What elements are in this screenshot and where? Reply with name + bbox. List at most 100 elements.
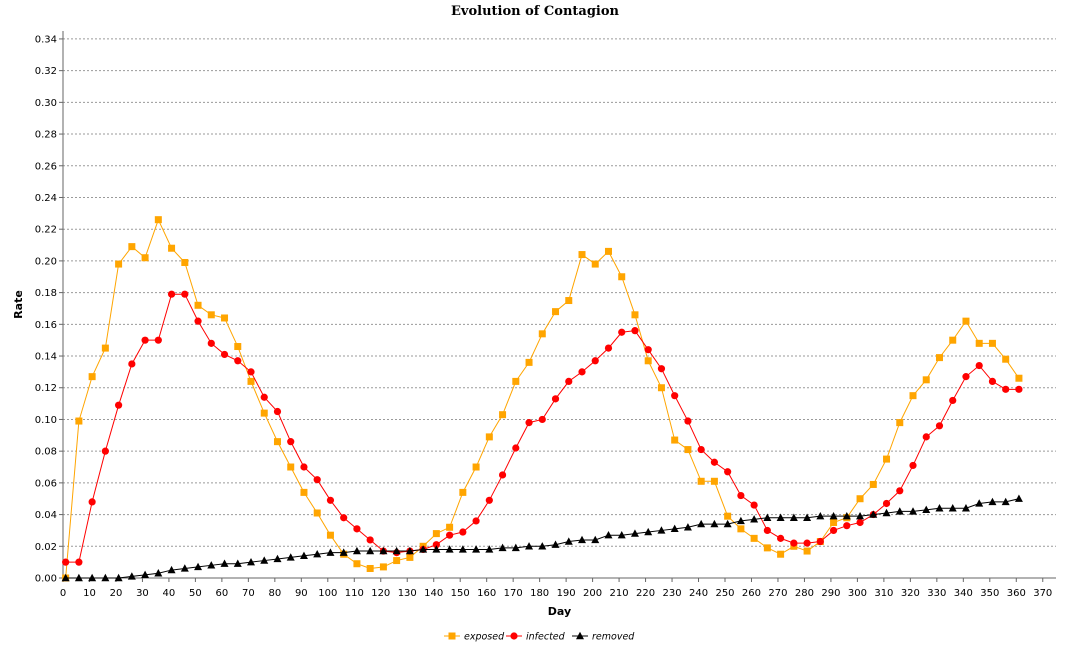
data-point-removed <box>988 497 997 506</box>
x-tick-label: 320 <box>901 588 920 599</box>
data-point-infected <box>220 350 229 359</box>
data-point-removed <box>167 565 176 574</box>
data-point-exposed <box>869 480 877 488</box>
data-point-infected <box>975 361 983 370</box>
data-point-removed <box>816 511 825 520</box>
data-point-removed <box>127 572 136 580</box>
x-tick-label: 130 <box>398 588 417 599</box>
data-point-infected <box>896 487 904 495</box>
legend-label-removed: removed <box>592 632 635 643</box>
data-point-removed <box>697 519 706 528</box>
data-point-exposed <box>499 411 507 419</box>
data-point-exposed <box>115 260 123 268</box>
x-tick-label: 220 <box>636 588 655 599</box>
y-tick-label: 0.00 <box>35 574 57 585</box>
data-point-exposed <box>565 297 573 305</box>
data-point-removed <box>525 542 534 550</box>
x-tick-label: 170 <box>504 588 523 599</box>
y-tick-label: 0.18 <box>35 288 57 299</box>
data-point-infected <box>803 539 811 547</box>
data-point-infected <box>313 476 321 484</box>
legend-item-removed: removed <box>572 632 635 643</box>
data-point-removed <box>180 564 189 572</box>
data-point-exposed <box>724 512 732 520</box>
data-point-removed <box>61 573 70 582</box>
data-point-exposed <box>168 244 176 252</box>
x-tick-label: 310 <box>874 588 893 599</box>
y-axis-label: Rate <box>12 290 25 319</box>
x-tick-label: 30 <box>136 588 149 599</box>
y-tick-label: 0.16 <box>35 320 57 331</box>
data-point-infected <box>353 525 361 533</box>
data-point-removed <box>458 545 467 553</box>
legend-item-infected: infected <box>506 632 566 643</box>
data-point-exposed <box>552 308 560 316</box>
data-point-removed <box>961 504 970 512</box>
x-tick-label: 40 <box>163 588 176 599</box>
x-tick-label: 300 <box>848 588 867 599</box>
legend-item-exposed: exposed <box>444 632 505 643</box>
data-point-removed <box>657 526 666 534</box>
data-point-exposed <box>353 560 361 568</box>
data-point-exposed <box>591 260 599 268</box>
data-point-exposed <box>710 477 718 485</box>
y-tick-label: 0.06 <box>35 478 57 489</box>
y-tick-label: 0.34 <box>35 34 57 45</box>
chart-title: Evolution of Contagion <box>451 4 620 19</box>
data-point-removed <box>922 505 931 514</box>
data-point-removed <box>379 546 388 555</box>
data-point-exposed <box>446 523 454 531</box>
data-point-exposed <box>988 339 996 347</box>
data-point-removed <box>260 556 269 564</box>
data-point-infected <box>671 392 679 400</box>
data-point-exposed <box>1015 374 1023 382</box>
data-point-removed <box>670 524 679 533</box>
data-point-removed <box>895 507 904 515</box>
data-point-exposed <box>485 433 493 441</box>
x-axis-label: Day <box>548 605 571 618</box>
data-point-removed <box>299 551 308 560</box>
data-point-exposed <box>1002 355 1010 363</box>
data-point-exposed <box>459 488 467 496</box>
data-point-removed <box>247 557 256 566</box>
data-point-removed <box>366 546 375 555</box>
data-point-removed <box>1014 494 1023 502</box>
x-tick-label: 160 <box>477 588 496 599</box>
y-tick-label: 0.08 <box>35 447 57 458</box>
data-point-exposed <box>472 463 480 471</box>
data-point-exposed <box>221 314 229 322</box>
data-point-exposed <box>154 216 162 224</box>
data-point-infected <box>737 491 745 500</box>
data-point-removed <box>789 513 798 521</box>
data-point-infected <box>446 531 454 539</box>
data-point-infected <box>790 539 798 547</box>
data-point-removed <box>233 559 242 567</box>
data-point-removed <box>220 559 229 567</box>
data-point-exposed <box>671 436 679 444</box>
x-tick-label: 150 <box>451 588 470 599</box>
data-point-removed <box>313 550 322 558</box>
data-point-exposed <box>657 384 665 392</box>
data-point-infected <box>565 377 573 385</box>
data-point-infected <box>724 468 732 476</box>
data-point-exposed <box>684 446 692 454</box>
data-point-removed <box>578 535 587 544</box>
data-point-infected <box>644 346 652 354</box>
x-tick-label: 260 <box>742 588 761 599</box>
data-point-removed <box>617 530 626 539</box>
data-point-removed <box>948 504 957 512</box>
x-tick-label: 140 <box>424 588 443 599</box>
data-point-exposed <box>909 392 917 400</box>
data-point-exposed <box>750 534 758 542</box>
data-point-exposed <box>273 438 281 446</box>
x-tick-label: 350 <box>980 588 999 599</box>
series-exposed <box>62 216 1023 582</box>
data-point-removed <box>975 499 984 507</box>
data-point-exposed <box>935 354 943 362</box>
x-tick-label: 100 <box>318 588 337 599</box>
data-point-infected <box>856 518 864 527</box>
x-tick-label: 90 <box>295 588 308 599</box>
data-point-removed <box>591 535 600 544</box>
legend-marker-infected <box>510 632 518 640</box>
